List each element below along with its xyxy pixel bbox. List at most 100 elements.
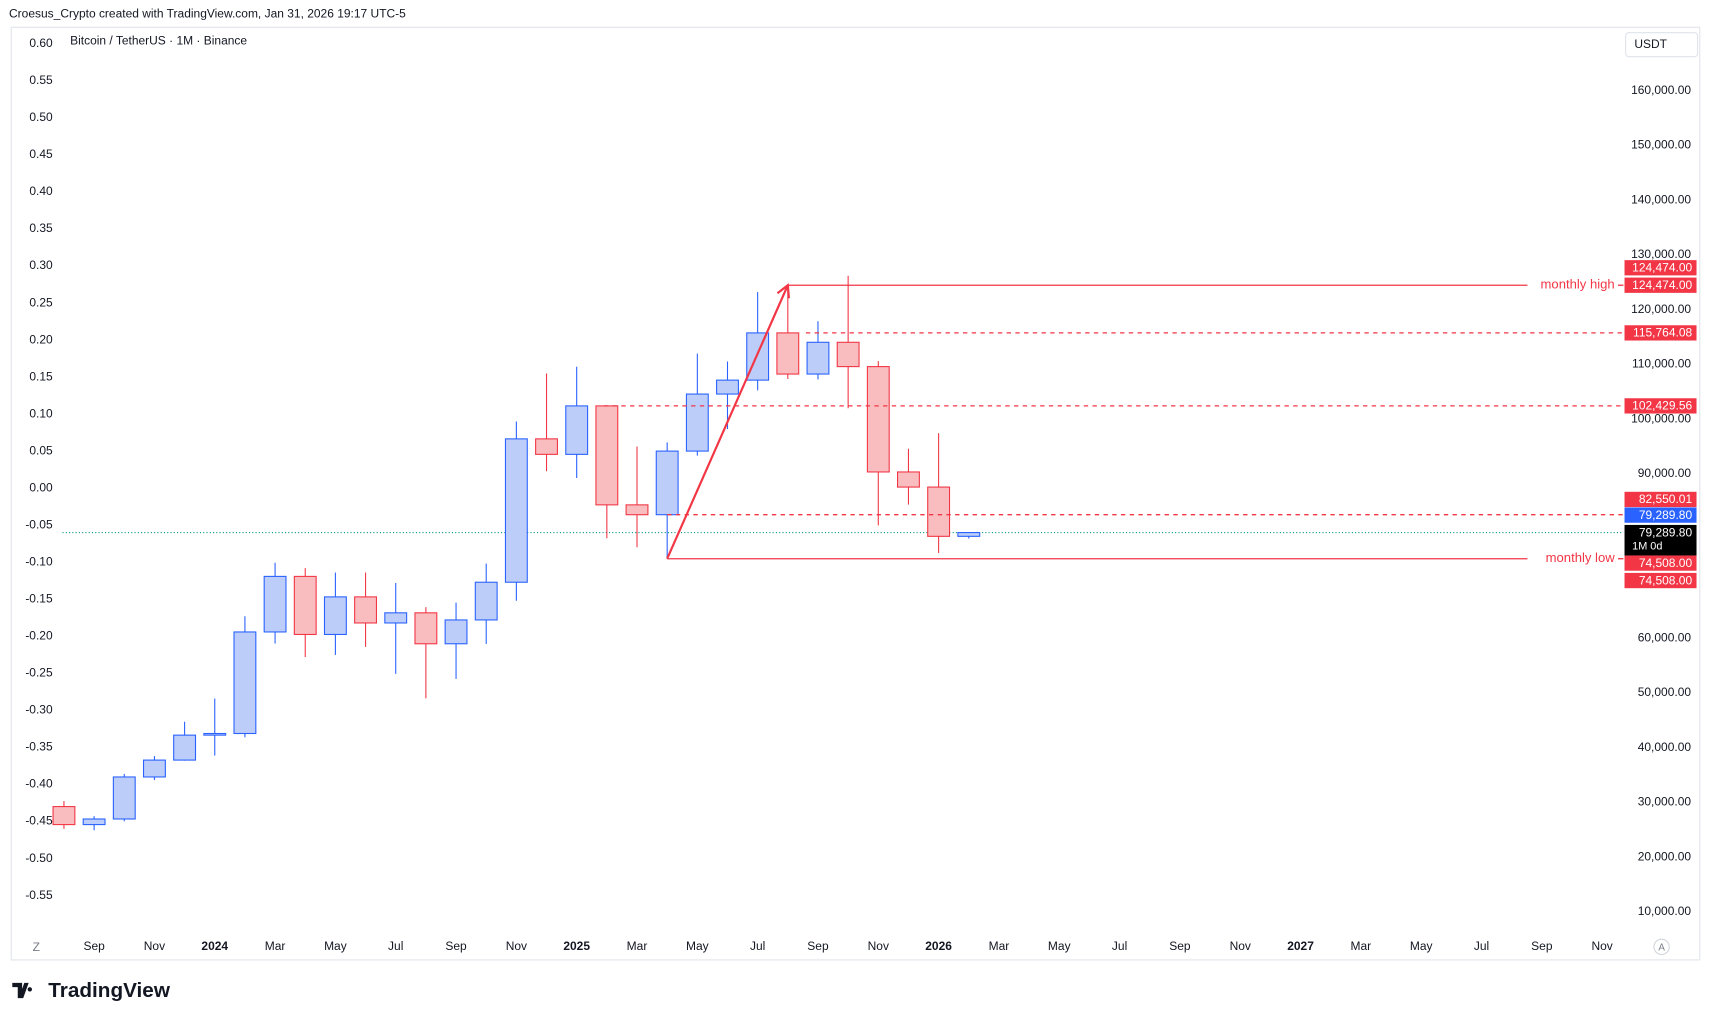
currency-button[interactable] bbox=[1625, 32, 1699, 58]
x-tick-label: Sep bbox=[445, 939, 467, 953]
candle-body bbox=[384, 612, 408, 624]
x-tick-label: May bbox=[1410, 939, 1433, 953]
x-tick-label: 2027 bbox=[1287, 939, 1314, 953]
candle-body bbox=[957, 532, 981, 537]
current-label-box bbox=[1624, 524, 1697, 556]
candle-body bbox=[203, 732, 227, 736]
x-tick-label: Nov bbox=[1592, 939, 1613, 953]
y-tick-label: 100,000.00 bbox=[1631, 411, 1691, 425]
y2-tick-label: 0.35 bbox=[29, 221, 53, 235]
logo-text: TradingView bbox=[48, 979, 171, 1002]
y2-tick-label: 0.00 bbox=[29, 480, 53, 494]
y-tick-label: 130,000.00 bbox=[1631, 247, 1691, 261]
candle-body bbox=[897, 471, 920, 488]
price-label: 74,508.00 bbox=[1639, 556, 1693, 570]
price-label: 102,429.56 bbox=[1632, 399, 1692, 413]
candle-body bbox=[836, 341, 860, 368]
y2-tick-label: -0.55 bbox=[25, 888, 53, 902]
y-tick-label: 90,000.00 bbox=[1638, 466, 1692, 480]
candle-body bbox=[565, 405, 589, 455]
x-tick-label: Sep bbox=[83, 939, 105, 953]
candle-body bbox=[444, 619, 468, 645]
x-tick-label: 2026 bbox=[925, 939, 952, 953]
y-tick-label: 120,000.00 bbox=[1631, 302, 1691, 316]
y2-tick-label: 0.05 bbox=[29, 443, 53, 457]
logo[interactable]: TradingView bbox=[12, 979, 171, 1002]
y2-tick-label: 0.25 bbox=[29, 295, 53, 309]
y2-tick-label: 0.10 bbox=[29, 406, 53, 420]
level-annotation: monthly high bbox=[1541, 277, 1615, 292]
auto-scale-icon: A bbox=[1658, 943, 1665, 954]
y2-tick-label: 0.40 bbox=[29, 184, 53, 198]
logo-icon bbox=[12, 982, 32, 999]
candle-body bbox=[655, 450, 679, 516]
x-tick-label: Jul bbox=[1112, 939, 1127, 953]
x-tick-label: Jul bbox=[750, 939, 765, 953]
price-label: 124,474.00 bbox=[1632, 278, 1692, 292]
candle-body bbox=[474, 581, 498, 621]
y2-tick-label: -0.15 bbox=[25, 592, 53, 606]
candle-body bbox=[595, 405, 619, 506]
candle-body bbox=[52, 806, 76, 826]
x-tick-label: Nov bbox=[506, 939, 527, 953]
candle-body bbox=[776, 332, 800, 375]
y2-tick-label: 0.20 bbox=[29, 332, 53, 346]
price-label-box bbox=[1624, 325, 1697, 341]
y2-tick-label: -0.35 bbox=[25, 740, 53, 754]
y2-tick-label: 0.45 bbox=[29, 147, 53, 161]
x-tick-label: Jul bbox=[1474, 939, 1489, 953]
price-label: 124,474.00 bbox=[1632, 260, 1692, 274]
x-tick-label: Mar bbox=[627, 939, 648, 953]
candle-body bbox=[354, 596, 378, 624]
candle-body bbox=[173, 734, 197, 761]
current-label-box bbox=[1624, 507, 1697, 523]
y-tick-label: 150,000.00 bbox=[1631, 138, 1691, 152]
candle-body bbox=[866, 366, 890, 473]
y-tick-label: 140,000.00 bbox=[1631, 192, 1691, 206]
candle-body bbox=[293, 575, 317, 636]
y2-tick-label: -0.40 bbox=[25, 777, 53, 791]
price-label-box bbox=[1624, 555, 1697, 571]
trend-arrow bbox=[666, 284, 789, 560]
price-label-box bbox=[1624, 260, 1697, 276]
x-tick-label: Nov bbox=[1230, 939, 1251, 953]
price-label: 115,764.08 bbox=[1633, 326, 1692, 340]
x-tick-label: May bbox=[1048, 939, 1071, 953]
zoom-icon[interactable]: Z bbox=[33, 940, 40, 954]
current-label: 79,289.80 bbox=[1639, 525, 1693, 539]
y-tick-label: 50,000.00 bbox=[1638, 685, 1692, 699]
candle-body bbox=[685, 393, 709, 452]
x-tick-label: Sep bbox=[1531, 939, 1553, 953]
chart-frame bbox=[10, 26, 1701, 961]
x-tick-label: Mar bbox=[989, 939, 1010, 953]
y2-tick-label: -0.45 bbox=[25, 814, 53, 828]
countdown: 1M 0d bbox=[1632, 541, 1662, 553]
candle-body bbox=[233, 631, 257, 735]
price-label: 82,550.01 bbox=[1639, 492, 1693, 506]
x-tick-label: 2025 bbox=[563, 939, 590, 953]
x-tick-label: May bbox=[324, 939, 347, 953]
x-tick-label: Mar bbox=[265, 939, 286, 953]
currency: USDT bbox=[1634, 37, 1667, 51]
y2-tick-label: -0.20 bbox=[25, 629, 53, 643]
price-label-box bbox=[1624, 572, 1697, 589]
x-tick-label: Mar bbox=[1351, 939, 1372, 953]
x-tick-label: Nov bbox=[868, 939, 889, 953]
y2-tick-label: 0.15 bbox=[29, 369, 53, 383]
y-tick-label: 20,000.00 bbox=[1638, 849, 1692, 863]
price-label-box bbox=[1624, 398, 1697, 414]
y2-tick-label: -0.10 bbox=[25, 554, 53, 568]
price-label-box bbox=[1624, 277, 1697, 293]
current-label: 79,289.80 bbox=[1639, 508, 1693, 522]
symbol-title: Bitcoin / TetherUS · 1M · Binance bbox=[70, 34, 247, 48]
y-tick-label: 110,000.00 bbox=[1632, 357, 1691, 371]
y-tick-label: 160,000.00 bbox=[1631, 83, 1691, 97]
auto-scale-button[interactable] bbox=[1653, 938, 1670, 956]
candle-body bbox=[927, 486, 951, 537]
trend-arrow-head bbox=[776, 283, 791, 299]
price-label: 74,508.00 bbox=[1639, 573, 1693, 587]
y2-tick-label: -0.25 bbox=[25, 666, 53, 680]
y-tick-label: 40,000.00 bbox=[1638, 740, 1692, 754]
candle-body bbox=[625, 504, 649, 516]
